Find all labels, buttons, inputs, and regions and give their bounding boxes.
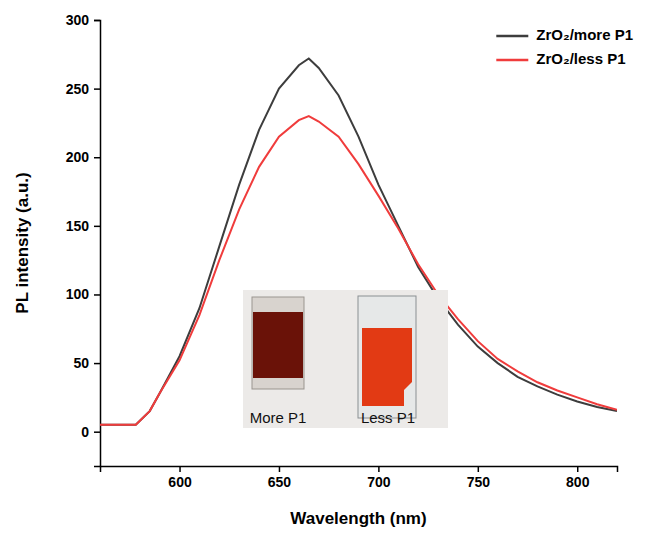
y-tick-mark — [94, 226, 100, 228]
chart: 600 650 700 750 800 0 50 100 150 200 250 300 Wavelen… — [0, 0, 645, 538]
legend-label: ZrO₂/less P1 — [536, 50, 625, 67]
x-tick: 650 — [268, 466, 292, 490]
film — [253, 312, 303, 378]
x-tick: 800 — [566, 466, 590, 490]
x-tick-label: 800 — [566, 474, 590, 490]
legend: ZrO₂/more P1 ZrO₂/less P1 — [496, 26, 633, 67]
film — [362, 328, 412, 406]
y-tick-label: 150 — [66, 218, 90, 234]
inset-label: Less P1 — [361, 409, 415, 426]
spectrum-line — [100, 116, 617, 425]
y-tick: 50 — [73, 355, 100, 371]
y-tick-mark — [94, 363, 100, 365]
x-axis: 600 650 700 750 800 — [101, 466, 618, 490]
y-axis-title: PL intensity (a.u.) — [13, 172, 32, 313]
y-tick-mark — [94, 20, 100, 22]
y-tick-label: 200 — [66, 149, 90, 165]
x-tick-label: 650 — [268, 474, 292, 490]
y-tick-label: 250 — [66, 81, 90, 97]
x-tick-mark — [179, 466, 181, 472]
substrate — [358, 296, 416, 418]
photo-background — [243, 290, 448, 428]
y-tick: 0 — [81, 424, 100, 440]
y-axis: 0 50 100 150 200 250 300 — [66, 12, 101, 467]
y-tick-mark — [94, 157, 100, 159]
legend-item: ZrO₂/less P1 — [496, 50, 625, 67]
y-tick-mark — [94, 431, 100, 433]
x-axis-line — [101, 467, 618, 473]
plot-area — [100, 58, 617, 424]
inset-photo: More P1 Less P1 — [243, 290, 448, 428]
y-axis-line — [94, 21, 101, 467]
legend-swatch — [496, 59, 528, 62]
substrate — [252, 297, 304, 389]
y-tick: 300 — [66, 12, 100, 28]
y-tick: 200 — [66, 149, 100, 165]
y-tick-mark — [94, 88, 100, 90]
y-tick-label: 50 — [73, 355, 89, 371]
legend-item: ZrO₂/more P1 — [496, 26, 633, 43]
x-axis-title: Wavelength (nm) — [290, 509, 426, 528]
x-tick-mark — [577, 466, 579, 472]
spectrum-line — [100, 58, 617, 424]
x-tick-mark — [478, 466, 480, 472]
y-tick-label: 0 — [81, 424, 89, 440]
y-tick: 100 — [66, 286, 100, 302]
x-tick-label: 750 — [467, 474, 491, 490]
x-tick: 750 — [467, 466, 491, 490]
legend-label: ZrO₂/more P1 — [536, 26, 633, 43]
x-tick-label: 700 — [367, 474, 391, 490]
x-tick-label: 600 — [168, 474, 192, 490]
x-tick: 700 — [367, 466, 391, 490]
x-tick: 600 — [168, 466, 192, 490]
inset-label: More P1 — [250, 409, 307, 426]
y-tick-label: 300 — [66, 12, 90, 28]
x-tick-mark — [279, 466, 281, 472]
y-tick: 250 — [66, 81, 100, 97]
y-tick-mark — [94, 294, 100, 296]
legend-swatch — [496, 35, 528, 38]
y-tick: 150 — [66, 218, 100, 234]
x-tick-mark — [378, 466, 380, 472]
y-tick-label: 100 — [66, 286, 90, 302]
